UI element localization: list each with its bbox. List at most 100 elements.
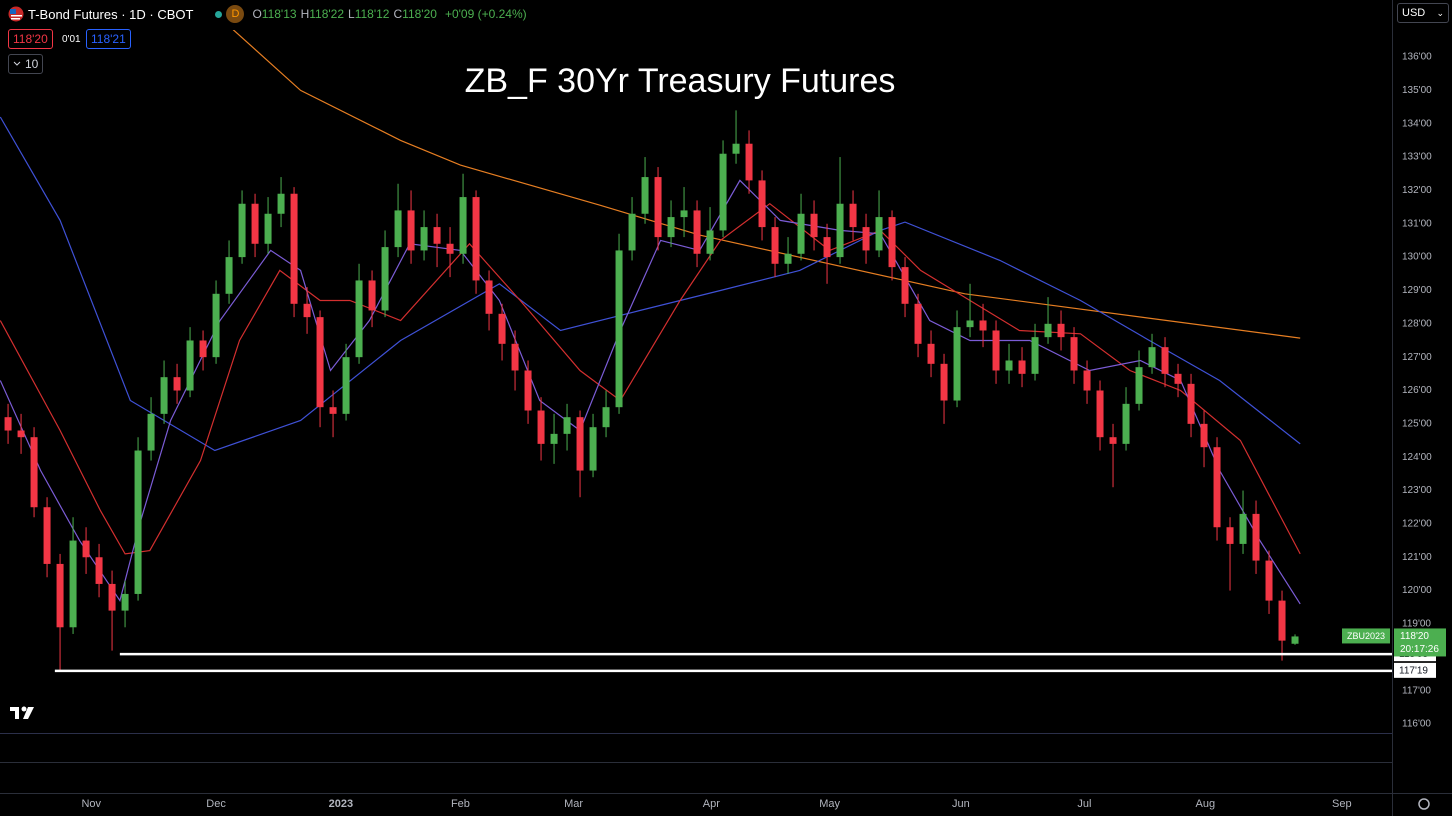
- candle-body: [797, 213, 805, 254]
- x-tick-label: May: [819, 798, 840, 810]
- candle-body: [1252, 513, 1260, 561]
- candle-body: [498, 313, 506, 344]
- candle-body: [381, 247, 389, 311]
- candle-body: [810, 213, 818, 238]
- y-tick-label: 126'00: [1402, 385, 1432, 396]
- candle-body: [914, 303, 922, 344]
- candle-body: [264, 213, 272, 244]
- symbol-header: T-Bond Futures · 1D · CBOT D O118'13 H118…: [8, 5, 527, 23]
- ohlc-value: 118'20: [402, 7, 437, 21]
- candle-body: [524, 370, 532, 411]
- x-tick-label: Mar: [564, 798, 583, 810]
- candle-body: [329, 407, 337, 414]
- chevron: [13, 61, 21, 66]
- candle-body: [940, 363, 948, 401]
- candle-body: [706, 230, 714, 254]
- candle-body: [420, 227, 428, 251]
- symbol-tag-bg: [1342, 628, 1390, 644]
- candle-body: [979, 320, 987, 331]
- candle-body: [641, 177, 649, 214]
- candle-body: [355, 280, 363, 358]
- sell-button[interactable]: 118'20: [8, 29, 53, 49]
- candle-body: [628, 213, 636, 251]
- candle-body: [303, 303, 311, 318]
- y-tick-label: 136'00: [1402, 52, 1432, 63]
- x-tick-label: Apr: [703, 798, 720, 810]
- ohlc-value: 118'13: [261, 7, 297, 21]
- candle-body: [30, 437, 38, 508]
- candle-body: [1122, 403, 1130, 444]
- y-tick-label: 134'00: [1402, 118, 1432, 129]
- candle-body: [589, 427, 597, 471]
- candle-body: [17, 430, 25, 438]
- candle-body: [95, 557, 103, 584]
- candle-body: [433, 227, 441, 244]
- candle-body: [316, 317, 324, 408]
- candle-body: [849, 203, 857, 228]
- candle-body: [173, 377, 181, 391]
- candle-body: [576, 417, 584, 471]
- candle-body: [1031, 337, 1039, 374]
- candle-body: [823, 237, 831, 258]
- candle-body: [680, 210, 688, 218]
- x-tick-label: Aug: [1196, 798, 1216, 810]
- y-tick-label: 133'00: [1402, 152, 1432, 163]
- delay-badge: D: [226, 5, 245, 23]
- ohlc-value: 118'22: [309, 7, 345, 21]
- candle-body: [615, 250, 623, 408]
- candle-body: [784, 253, 792, 264]
- candle-body: [1278, 600, 1286, 641]
- y-tick-label: 130'00: [1402, 252, 1432, 263]
- candle-body: [511, 343, 519, 371]
- candle-body: [1226, 527, 1234, 544]
- candle-body: [1044, 323, 1052, 338]
- candle-body: [667, 217, 675, 238]
- candle-body: [1291, 636, 1299, 644]
- candle-body: [1096, 390, 1104, 438]
- moving-average: [0, 202, 1301, 555]
- currency-select[interactable]: USD ⌄: [1397, 3, 1449, 23]
- y-tick-label: 132'00: [1402, 185, 1432, 196]
- x-tick-label: Feb: [451, 798, 470, 810]
- candle-body: [407, 210, 415, 251]
- ohlc-key: C: [393, 7, 403, 21]
- y-tick-label: 121'00: [1402, 552, 1432, 563]
- candle-body: [836, 203, 844, 258]
- candle-body: [186, 340, 194, 391]
- candle-body: [602, 407, 610, 428]
- candle-body: [368, 280, 376, 311]
- currency: USD: [1402, 7, 1426, 19]
- tv-logo: [10, 706, 34, 719]
- candle-body: [888, 217, 896, 268]
- y-tick-label: 117'00: [1402, 685, 1431, 696]
- candle-body: [238, 203, 246, 258]
- candle-body: [745, 143, 753, 181]
- y-tick-label: 128'00: [1402, 318, 1432, 329]
- candle-body: [43, 507, 51, 564]
- candle-body: [147, 413, 155, 451]
- buy-button[interactable]: 118'21: [86, 29, 131, 49]
- candle-body: [1213, 447, 1221, 528]
- y-tick-label: 122'00: [1402, 519, 1432, 530]
- candle-body: [1109, 437, 1117, 444]
- settings-icon[interactable]: [1418, 798, 1430, 810]
- spread: 0'01: [62, 34, 81, 45]
- countdown: 20:17:26: [1400, 644, 1439, 655]
- candle-body: [69, 540, 77, 628]
- candle-body: [771, 227, 779, 264]
- candle-body: [1187, 383, 1195, 424]
- x-tick-label: Nov: [81, 798, 101, 810]
- ohlc-value: 118'12: [354, 7, 390, 21]
- symbol-tag: ZBU2023: [1347, 631, 1385, 641]
- y-tick-label: 119'00: [1402, 619, 1431, 630]
- candle-body: [225, 257, 233, 294]
- x-tick-label: 2023: [329, 798, 353, 810]
- candle-body: [862, 227, 870, 251]
- candle-body: [901, 267, 909, 304]
- moving-average: [232, 30, 1301, 339]
- candle-body: [1239, 513, 1247, 544]
- indicators-toggle[interactable]: 10: [8, 54, 44, 74]
- indicator-count: 10: [25, 57, 39, 71]
- symbol-name[interactable]: T-Bond Futures · 1D · CBOT: [28, 6, 194, 22]
